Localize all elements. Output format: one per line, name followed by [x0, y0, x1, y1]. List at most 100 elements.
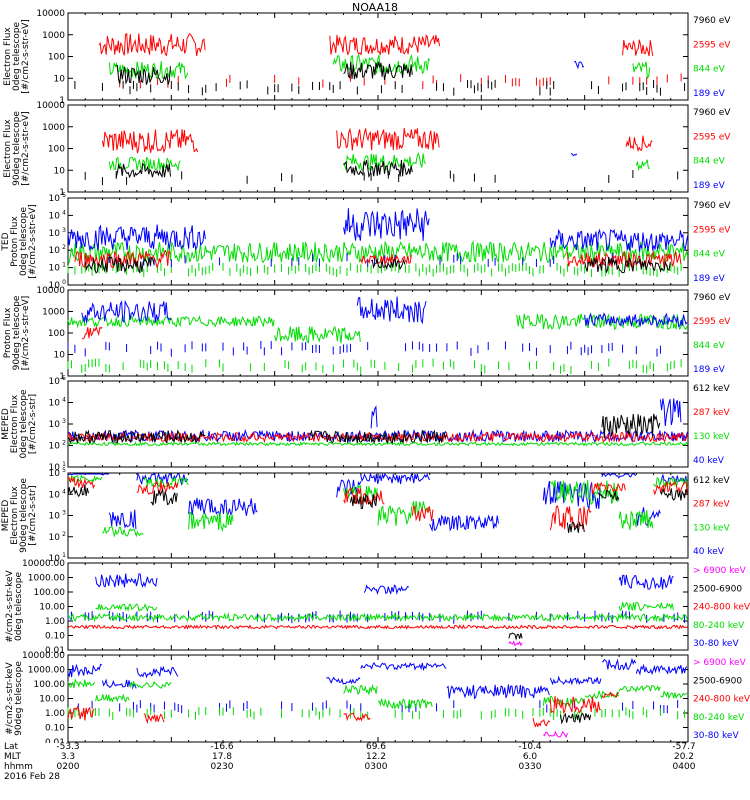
series-line [360, 661, 447, 672]
y-tick-label: 10.00 [39, 603, 65, 613]
y-tick-label: 0.10 [45, 632, 65, 642]
legend-entry: 612 keV [693, 476, 730, 486]
y-axis-label: 90deg telescope [12, 295, 22, 370]
y-tick-label-exp: 5 [62, 375, 66, 382]
series-line [618, 601, 674, 612]
series-line [574, 60, 585, 70]
tick-lat: -16.6 [210, 742, 234, 752]
y-axis-label: 90deg telescope [12, 111, 22, 186]
y-axis-label: [#/cm2-s-str] [28, 485, 38, 545]
y-tick-label: 1 [59, 96, 65, 106]
series-line [67, 484, 89, 498]
series-line [542, 730, 568, 739]
series-line [377, 504, 413, 526]
y-tick-label: 1.00 [45, 617, 65, 627]
y-axis-label: 90deg telescope [14, 661, 24, 736]
series-line [343, 208, 430, 241]
tick-mlt: 20.2 [673, 752, 695, 762]
series-line [560, 712, 592, 725]
tick-hhmm: 0300 [364, 762, 388, 772]
legend-entry: 130 keV [693, 432, 730, 442]
y-tick-label: 10 [49, 246, 61, 256]
series-line [566, 520, 585, 533]
panel-frame [67, 104, 689, 193]
series-line [67, 612, 689, 623]
legend-entry: 130 keV [693, 523, 730, 533]
y-axis-label: #/cm2-s-str-keV [5, 569, 15, 642]
y-axis-label: [#/cm2-s-str-eV] [21, 19, 31, 94]
y-tick-label: 10 [54, 74, 66, 84]
series-line [653, 476, 688, 488]
y-axis-label: MEPED [1, 408, 11, 440]
y-tick-label: 10 [49, 490, 61, 500]
y-axis-label: Electron Flux [3, 119, 13, 178]
series-line [549, 675, 602, 686]
series-line [95, 693, 130, 703]
y-axis-label: #/cm2-s-str-keV [5, 661, 15, 734]
footer-label-lat: Lat [4, 742, 19, 752]
legend-entry: 7960 eV [693, 201, 731, 211]
series-line [597, 489, 620, 501]
legend-entry: 30-80 keV [693, 731, 739, 741]
y-tick-label: 10 [49, 399, 61, 409]
series-line [570, 152, 578, 157]
tick-lat: 69.6 [365, 742, 387, 752]
y-tick-label-exp: 2 [62, 531, 66, 538]
series-line [67, 473, 109, 476]
legend-entry: 80-240 keV [693, 713, 745, 723]
series-line [67, 314, 275, 329]
series-line [67, 678, 95, 689]
series-line [653, 480, 688, 496]
legend-entry: 844 eV [693, 341, 726, 351]
y-tick-label: 1000 [42, 123, 65, 133]
series-line [549, 228, 689, 252]
legend-entry: 612 keV [693, 384, 730, 394]
y-tick-label: 100 [48, 53, 65, 63]
series-line [343, 683, 378, 696]
series-line [566, 250, 682, 268]
y-tick-label-exp: 5 [62, 192, 66, 199]
legend-entry: 287 keV [693, 500, 730, 510]
series-line [67, 430, 689, 444]
series-line [143, 476, 189, 489]
y-tick-label: 10 [49, 512, 61, 522]
series-line [360, 472, 430, 485]
series-line [326, 676, 361, 685]
series-line [343, 484, 378, 503]
tick-hhmm: 0330 [518, 762, 542, 772]
y-tick-label: 10 [49, 533, 61, 543]
y-tick-label: 10 [49, 281, 61, 291]
series-line [343, 152, 426, 172]
y-axis-label: Electron Flux [10, 394, 20, 453]
series-line [429, 514, 499, 532]
series-line [411, 505, 434, 522]
y-tick-label: 100.00 [34, 588, 66, 598]
series-line [542, 481, 602, 511]
legend-entry: 30-80 keV [693, 639, 739, 649]
series-line [336, 127, 440, 151]
y-tick-label-exp: 4 [62, 397, 66, 404]
y-tick-label: 10.00 [39, 695, 65, 705]
y-tick-label: 10 [49, 264, 61, 274]
legend-entry: 189 eV [693, 181, 726, 191]
y-tick-label: 0.01 [45, 646, 65, 656]
series-line [136, 472, 188, 486]
series-line [95, 603, 158, 613]
series-line [101, 129, 199, 154]
series-line [601, 657, 637, 671]
series-line [622, 39, 654, 57]
legend-entry: 2595 eV [693, 40, 731, 50]
panel-frame [67, 380, 689, 468]
legend-entry: > 6900 keV [693, 566, 747, 576]
y-tick-label: 10 [54, 166, 66, 176]
legend-entry: > 6900 keV [693, 658, 747, 668]
series-line [659, 398, 682, 427]
y-tick-label: 1000 [42, 308, 65, 318]
legend-entry: 40 keV [693, 547, 725, 557]
y-axis-label: 90deg telescope [19, 478, 29, 553]
y-tick-label-exp: 2 [62, 244, 66, 251]
legend-entry: 240-800 keV [693, 695, 750, 705]
series-line [67, 441, 689, 447]
series-line [108, 509, 137, 530]
series-line [363, 584, 409, 595]
